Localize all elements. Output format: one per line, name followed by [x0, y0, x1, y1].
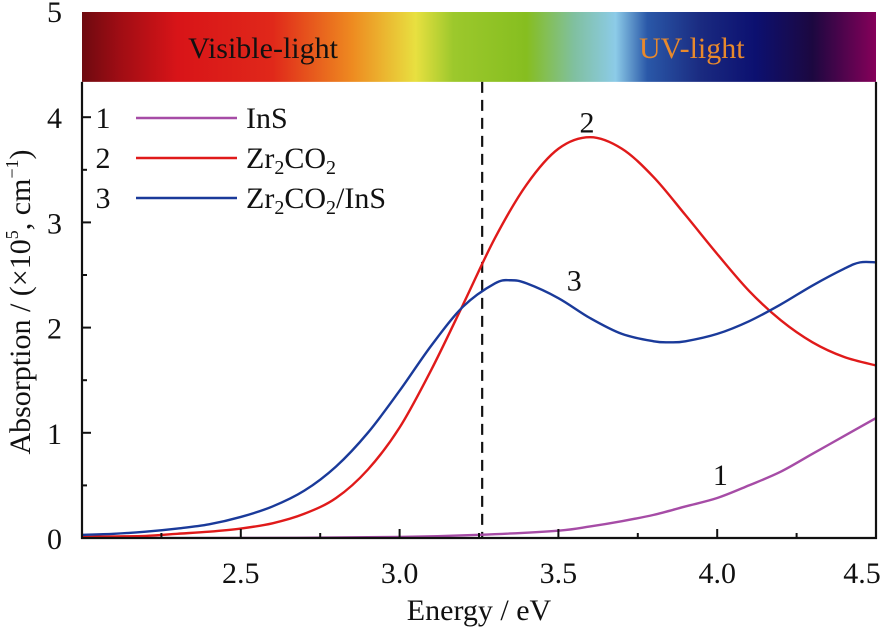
spectrum-gradient-bar — [82, 12, 876, 82]
axes: 2.5 3.0 3.5 4.0 4.5 0 1 2 3 4 5 — [47, 0, 881, 590]
y-tick-label: 3 — [47, 207, 62, 240]
curve-label-1: 1 — [713, 459, 728, 492]
x-tick-label: 4.0 — [698, 557, 736, 590]
legend-label-subscript: 2 — [274, 197, 284, 219]
curve-label-3: 3 — [567, 264, 582, 297]
series-line-zr2co2 — [82, 135, 876, 539]
legend-label: Zr2CO2/InS — [246, 182, 386, 219]
legend-number: 1 — [96, 102, 111, 135]
y-axis-title-suffix: ) — [4, 149, 37, 159]
x-tick-label: 3.5 — [540, 557, 578, 590]
y-axis-title-sup1: 5 — [2, 230, 22, 239]
legend-number: 3 — [96, 182, 111, 215]
legend-label-part: /InS — [336, 182, 386, 215]
legend-item-3: 3 Zr2CO2/InS — [96, 182, 387, 219]
uv-light-label: UV-light — [639, 32, 745, 65]
legend-label: Zr2CO2 — [246, 142, 336, 179]
x-axis-title: Energy / eV — [407, 594, 552, 627]
visible-light-label: Visible-light — [188, 32, 339, 65]
series-line-ins — [82, 417, 876, 539]
x-tick-label: 4.5 — [843, 557, 881, 590]
y-tick-label: 4 — [47, 102, 62, 135]
y-tick-label: 2 — [47, 313, 62, 346]
y-axis-title-sup2: −1 — [2, 159, 22, 178]
spectrum-band: Visible-light UV-light — [82, 12, 876, 82]
legend-label-subscript: 2 — [326, 197, 336, 219]
x-tick-label: 2.5 — [222, 557, 260, 590]
legend-label-subscript: 2 — [274, 157, 284, 179]
curve-labels: 1 2 3 — [567, 106, 728, 491]
curve-label-2: 2 — [579, 106, 594, 139]
legend-label-part: Zr — [246, 182, 274, 215]
legend-label-part: Zr — [246, 142, 274, 175]
y-axis-title-prefix: Absorption / (×10 — [4, 239, 37, 454]
x-tick-label: 3.0 — [381, 557, 419, 590]
y-axis-title: Absorption / (×105, cm−1) — [2, 149, 37, 454]
y-tick-label: 0 — [47, 523, 62, 556]
legend-number: 2 — [96, 142, 111, 175]
legend-item-1: 1 InS — [96, 102, 288, 135]
legend-label-part: CO — [284, 142, 326, 175]
legend-label-part: InS — [246, 102, 288, 135]
legend-label: InS — [246, 102, 288, 135]
legend-label-subscript: 2 — [326, 157, 336, 179]
series-line-zr2co2-ins — [82, 260, 876, 537]
y-axis-title-mid: , cm — [4, 179, 37, 231]
legend-item-2: 2 Zr2CO2 — [96, 142, 337, 179]
y-tick-label: 5 — [47, 0, 62, 29]
legend-label-part: CO — [284, 182, 326, 215]
y-tick-label: 1 — [47, 418, 62, 451]
